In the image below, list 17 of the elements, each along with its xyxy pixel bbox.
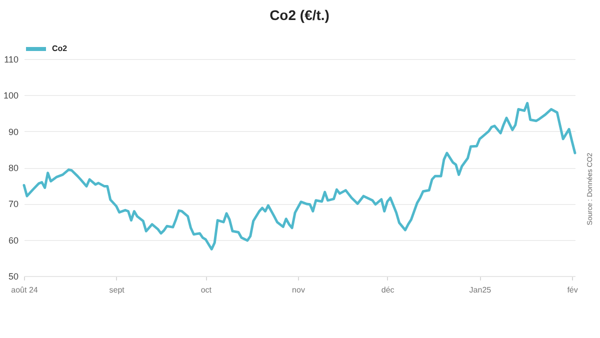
y-tick-label: 60 xyxy=(8,235,18,246)
legend-label: Co2 xyxy=(52,44,68,53)
y-tick-label: 90 xyxy=(8,126,18,137)
y-tick-label: 100 xyxy=(3,90,18,101)
y-tick-label: 110 xyxy=(4,54,18,64)
x-tick-label: déc xyxy=(381,286,394,294)
x-tick-label: sept xyxy=(109,286,126,294)
x-tick-label: fév xyxy=(567,286,578,294)
line-series xyxy=(22,102,576,250)
y-tick-label: 70 xyxy=(8,199,18,210)
y-tick-label: 50 xyxy=(8,272,18,282)
x-tick-label: oct xyxy=(200,286,212,294)
x-tick-label: nov xyxy=(292,286,305,294)
x-tick-label: Jan25 xyxy=(469,286,492,294)
chart-title: Co2 (€/t.) xyxy=(270,7,330,23)
x-tick-label: août 24 xyxy=(11,286,38,294)
y-tick-label: 80 xyxy=(8,163,18,173)
